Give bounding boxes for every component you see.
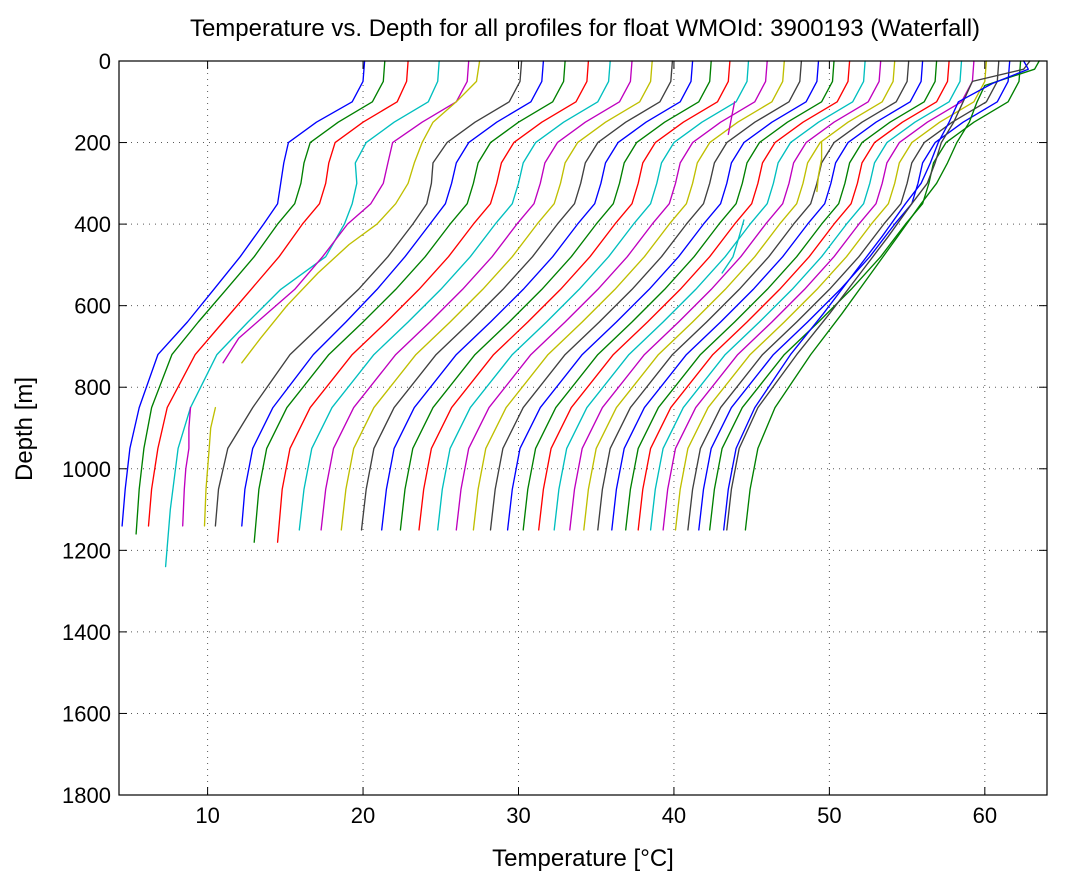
- y-tick-label: 1800: [62, 783, 111, 808]
- profile-line: [399, 60, 712, 531]
- y-tick-label: 200: [74, 131, 111, 156]
- x-tick-label: 50: [817, 803, 841, 828]
- profile-line: [276, 60, 590, 543]
- axes: 10 20 30 40 50 600200400600800100012001400160…: [62, 49, 1048, 828]
- y-tick-label: 600: [74, 294, 111, 319]
- y-tick-label: 1000: [62, 457, 111, 482]
- profile-line: [726, 60, 1031, 531]
- profile-line: [320, 60, 633, 531]
- profile-line: [241, 60, 545, 527]
- profile-line: [522, 60, 835, 531]
- profile-line: [662, 60, 975, 531]
- profile-line: [135, 60, 386, 535]
- x-tick-label: 40: [662, 803, 686, 828]
- x-tick-label: 30: [506, 803, 530, 828]
- profile-line: [625, 60, 938, 531]
- y-tick-label: 1200: [62, 538, 111, 563]
- profile-line: [553, 60, 866, 531]
- profile-line: [121, 60, 366, 527]
- plot-frame: [118, 60, 1048, 796]
- profile-line: [723, 60, 1029, 531]
- temperature-profiles: [121, 60, 1040, 568]
- profile-line: [687, 60, 1000, 531]
- profile-line: [298, 60, 611, 531]
- profile-line: [698, 60, 1011, 531]
- profile-line: [611, 60, 924, 531]
- profile-line: [727, 101, 736, 136]
- profile-line: [472, 60, 785, 531]
- profile-line: [583, 60, 896, 531]
- x-tick-label: 60: [973, 803, 997, 828]
- profile-line: [744, 60, 1040, 531]
- profile-line: [538, 60, 851, 531]
- x-tick-label: 20: [351, 803, 375, 828]
- profile-line: [649, 60, 963, 531]
- y-tick-label: 0: [99, 49, 111, 74]
- profile-line: [437, 60, 750, 531]
- profile-line: [203, 406, 217, 527]
- profile-line: [147, 60, 409, 527]
- profile-line: [241, 60, 481, 364]
- plot-area: 10 20 30 40 50 600200400600800100012001400160…: [62, 49, 1048, 828]
- x-tick-label: 10: [195, 803, 219, 828]
- profile-line: [816, 141, 823, 193]
- y-tick-label: 400: [74, 212, 111, 237]
- profile-line: [709, 60, 1022, 531]
- profile-line: [506, 60, 820, 531]
- profile-line: [253, 60, 566, 543]
- profile-line: [340, 60, 653, 531]
- y-tick-label: 1400: [62, 620, 111, 645]
- y-axis-label: Depth [m]: [11, 377, 38, 481]
- profile-line: [418, 60, 731, 531]
- profile-line: [164, 60, 440, 568]
- profile-line: [637, 60, 950, 531]
- profile-line: [674, 60, 988, 531]
- chart-title: Temperature vs. Depth for all profiles f…: [190, 15, 980, 42]
- profile-line: [222, 60, 470, 364]
- profile-line: [182, 406, 192, 527]
- profile-line: [597, 60, 910, 531]
- x-axis-label: Temperature [°C]: [492, 845, 674, 872]
- profile-line: [489, 60, 803, 531]
- profile-line: [569, 60, 882, 531]
- y-tick-label: 1600: [62, 701, 111, 726]
- profile-line: [721, 219, 745, 274]
- profile-line: [360, 60, 674, 531]
- profile-line: [214, 60, 523, 527]
- y-tick-label: 800: [74, 375, 111, 400]
- profile-line: [381, 60, 694, 531]
